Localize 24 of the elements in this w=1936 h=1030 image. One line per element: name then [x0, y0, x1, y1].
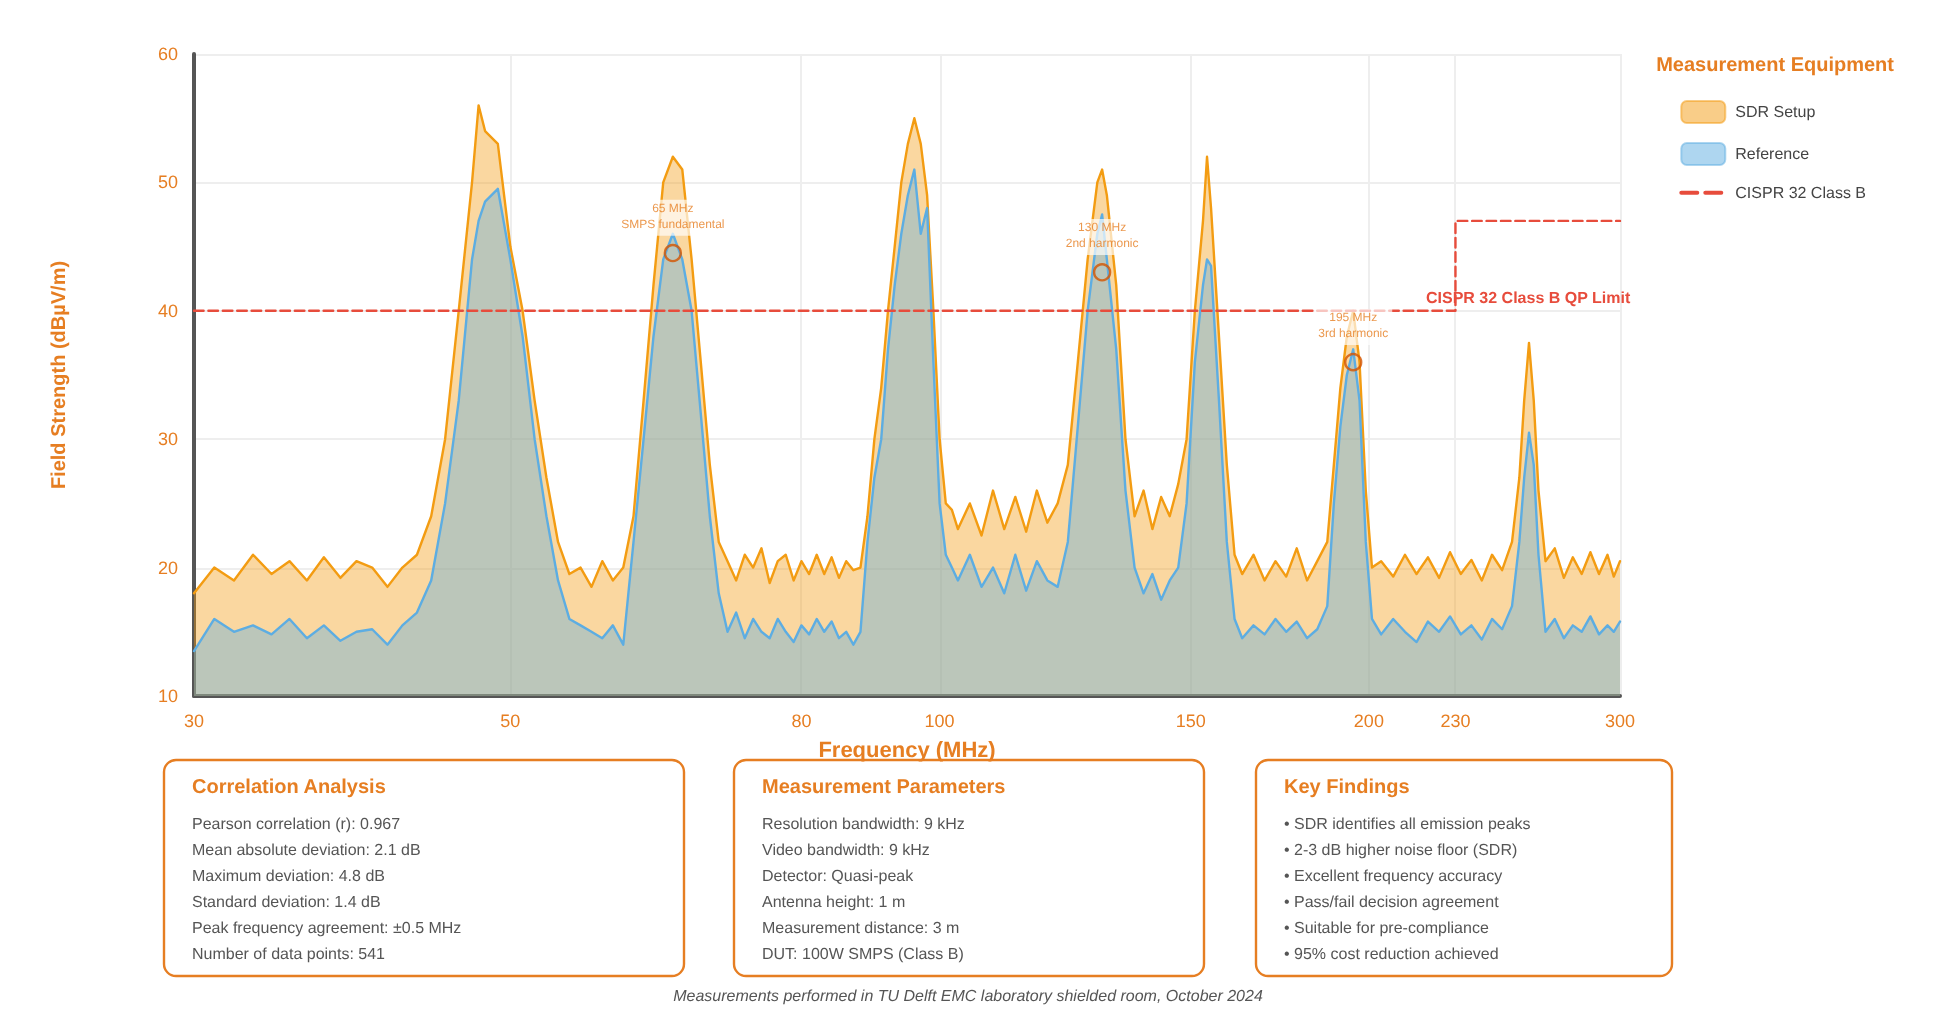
- x-tick-label: 50: [500, 711, 521, 731]
- x-axis-title: Frequency (MHz): [818, 739, 997, 763]
- legend-label: SDR Setup: [1735, 103, 1817, 121]
- x-tick-label: 100: [924, 711, 955, 731]
- x-tick-label: 150: [1175, 711, 1206, 731]
- y-tick-label: 60: [157, 44, 178, 64]
- y-tick-label: 10: [157, 686, 178, 706]
- y-tick-label: 50: [157, 172, 178, 193]
- x-tick-label: 230: [1440, 711, 1471, 731]
- y-axis-title: Field Strength (dBµV/m): [49, 260, 71, 490]
- y-tick-label: 40: [157, 300, 178, 321]
- x-tick-label: 300: [1604, 711, 1636, 731]
- text: Measurements performed in TU Delft EMC laboratory shielded room, October 2024: [673, 987, 1264, 1005]
- legend-title: Measurement Equipment: [1656, 55, 1896, 77]
- legend-label: CISPR 32 Class B: [1735, 183, 1867, 202]
- x-tick-label: 200: [1353, 711, 1384, 731]
- legend-label: Reference: [1735, 145, 1811, 163]
- text: Measurement Parameters Resolution bandwidth: 9 kHz Video bandwidth: 9 kHz Detector: Quasi-peak Antenna height: 1 m Measurement distance: 3 m DUT: 100W SMPS (Class B): [762, 777, 1007, 963]
- x-tick-label: 30: [183, 711, 205, 731]
- text: Correlation Analysis Pearson correlation (r): 0.967 Mean absolute deviation: 2.1 dB Maximum deviation: 4.8 dB Standard deviation: 1.4 dB Peak frequency agreement: ±0.5 MHz Number of data points: 541: [192, 777, 462, 963]
- x-tick-label: 80: [791, 711, 812, 731]
- y-tick-label: 30: [157, 429, 178, 450]
- text: Key Findings • SDR identifies all emission peaks • 2-3 dB higher noise floor (SDR) • Excellent frequency accuracy • Pass/fail decision agreement • Suitable for pre-compliance • 95% cost reduction achieved: [1284, 777, 1531, 963]
- y-tick-label: 20: [157, 557, 178, 578]
